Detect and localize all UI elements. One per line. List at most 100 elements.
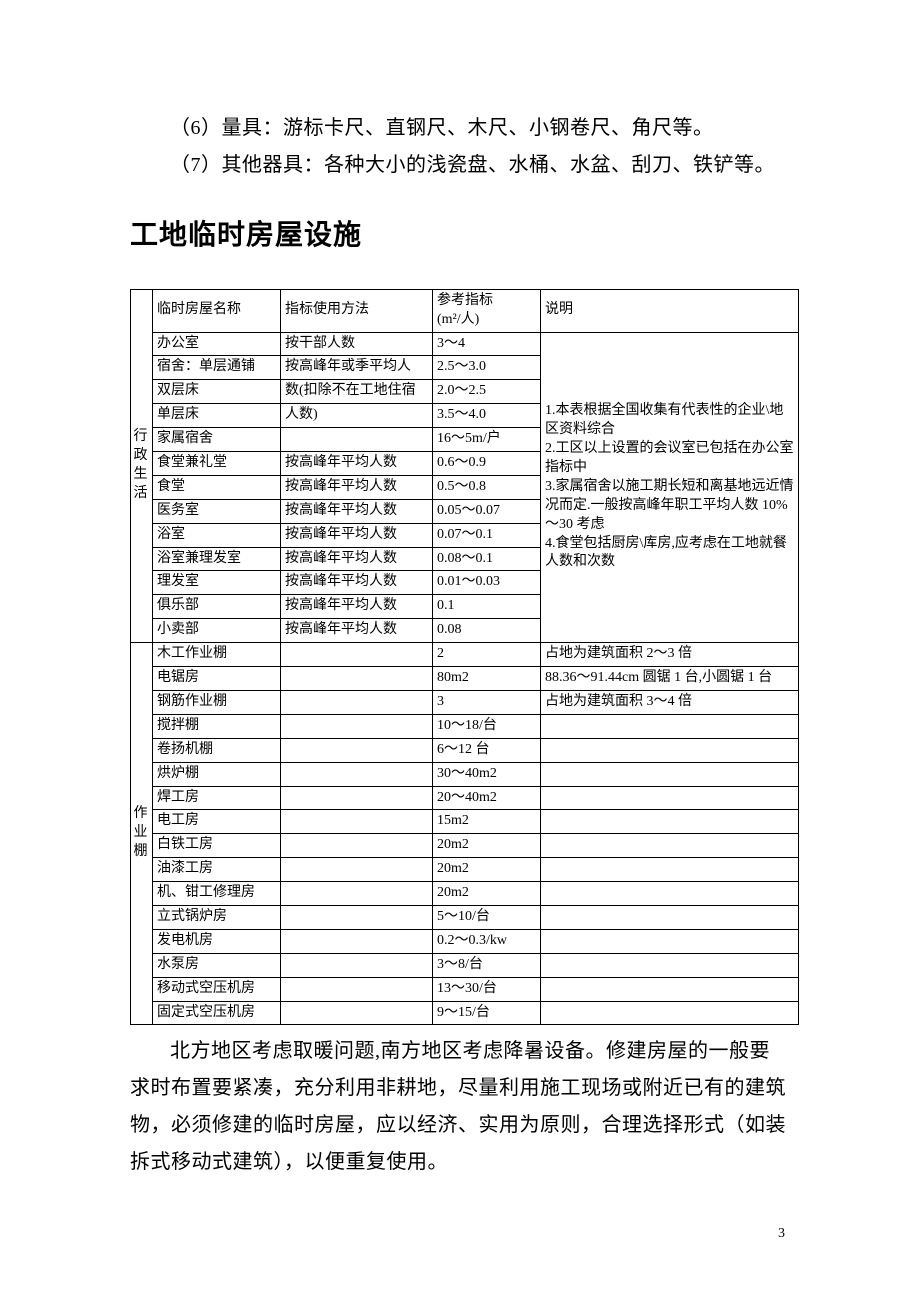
cell-method <box>281 738 433 762</box>
cell-method: 按高峰年平均人数 <box>281 571 433 595</box>
cell-ref: 16～5m/户 <box>433 428 541 452</box>
cell-method <box>281 428 433 452</box>
cell-ref: 20m2 <box>433 834 541 858</box>
section-heading: 工地临时房屋设施 <box>130 214 790 259</box>
cell-ref: 30～40m2 <box>433 762 541 786</box>
cell-name: 电工房 <box>153 810 281 834</box>
cell-name: 机、钳工修理房 <box>153 882 281 906</box>
cell-method <box>281 643 433 667</box>
table-row: 水泵房3～8/台 <box>131 953 799 977</box>
cell-name: 小卖部 <box>153 619 281 643</box>
footer-paragraph: 北方地区考虑取暖问题,南方地区考虑降暑设备。修建房屋的一般要求时布置要紧凑，充分… <box>130 1033 790 1181</box>
cell-ref: 9～15/台 <box>433 1001 541 1025</box>
cell-ref: 5～10/台 <box>433 905 541 929</box>
table-row: 钢筋作业棚3占地为建筑面积 3～4 倍 <box>131 690 799 714</box>
cell-name: 食堂 <box>153 475 281 499</box>
cell-name: 单层床 <box>153 404 281 428</box>
cell-method: 按高峰年平均人数 <box>281 547 433 571</box>
cell-ref: 0.01～0.03 <box>433 571 541 595</box>
cell-method: 按高峰年平均人数 <box>281 452 433 476</box>
cell-ref: 20m2 <box>433 858 541 882</box>
intro-item-7: （7）其他器具：各种大小的浅瓷盘、水桶、水盆、刮刀、铁铲等。 <box>130 147 790 184</box>
cell-method <box>281 762 433 786</box>
cell-ref: 2 <box>433 643 541 667</box>
cell-note <box>541 834 799 858</box>
table-row: 电锯房80m288.36～91.44cm 圆锯 1 台,小圆锯 1 台 <box>131 667 799 691</box>
cell-note <box>541 858 799 882</box>
cell-name: 浴室 <box>153 523 281 547</box>
cell-ref: 0.08 <box>433 619 541 643</box>
cell-method: 按干部人数 <box>281 332 433 356</box>
table-header-row: 行政生活 临时房屋名称 指标使用方法 参考指标(m²/人) 说明 <box>131 289 799 332</box>
cell-ref: 10～18/台 <box>433 714 541 738</box>
facility-table: 行政生活 临时房屋名称 指标使用方法 参考指标(m²/人) 说明 办公室 按干部… <box>130 289 799 1026</box>
cell-name: 立式锅炉房 <box>153 905 281 929</box>
cell-note <box>541 762 799 786</box>
cell-name: 钢筋作业棚 <box>153 690 281 714</box>
group-label-workshop: 作业棚 <box>131 643 153 1025</box>
cell-ref: 3～8/台 <box>433 953 541 977</box>
cell-method: 数(扣除不在工地住宿 <box>281 380 433 404</box>
cell-method <box>281 667 433 691</box>
cell-name: 双层床 <box>153 380 281 404</box>
cell-method <box>281 690 433 714</box>
header-method: 指标使用方法 <box>281 289 433 332</box>
cell-ref: 13～30/台 <box>433 977 541 1001</box>
cell-ref: 3～4 <box>433 332 541 356</box>
cell-name: 白铁工房 <box>153 834 281 858</box>
cell-method <box>281 834 433 858</box>
table-row: 立式锅炉房 5～10/台 <box>131 905 799 929</box>
header-note: 说明 <box>541 289 799 332</box>
cell-name: 浴室兼理发室 <box>153 547 281 571</box>
cell-ref: 15m2 <box>433 810 541 834</box>
cell-name: 食堂兼礼堂 <box>153 452 281 476</box>
cell-note <box>541 714 799 738</box>
table-row: 油漆工房 20m2 <box>131 858 799 882</box>
cell-method <box>281 714 433 738</box>
cell-ref: 20m2 <box>433 882 541 906</box>
table-row: 焊工房20～40m2 <box>131 786 799 810</box>
header-name: 临时房屋名称 <box>153 289 281 332</box>
table-row: 作业棚 木工作业棚2占地为建筑面积 2～3 倍 <box>131 643 799 667</box>
cell-name: 家属宿舍 <box>153 428 281 452</box>
cell-method <box>281 858 433 882</box>
cell-ref: 6～12 台 <box>433 738 541 762</box>
cell-note <box>541 1001 799 1025</box>
cell-method <box>281 786 433 810</box>
cell-ref: 80m2 <box>433 667 541 691</box>
cell-name: 宿舍：单层通铺 <box>153 356 281 380</box>
cell-note <box>541 977 799 1001</box>
cell-name: 烘炉棚 <box>153 762 281 786</box>
cell-note <box>541 810 799 834</box>
cell-method <box>281 953 433 977</box>
cell-name: 固定式空压机房 <box>153 1001 281 1025</box>
cell-note <box>541 953 799 977</box>
cell-name: 油漆工房 <box>153 858 281 882</box>
cell-method <box>281 882 433 906</box>
cell-note <box>541 786 799 810</box>
cell-name: 移动式空压机房 <box>153 977 281 1001</box>
cell-ref: 2.0～2.5 <box>433 380 541 404</box>
cell-name: 木工作业棚 <box>153 643 281 667</box>
cell-method: 按高峰年平均人数 <box>281 595 433 619</box>
cell-ref: 20～40m2 <box>433 786 541 810</box>
table-row: 办公室 按干部人数 3～4 1.本表根据全国收集有代表性的企业\地区资料综合2.… <box>131 332 799 356</box>
table-row: 移动式空压机房 13～30/台 <box>131 977 799 1001</box>
table-row: 固定式空压机房 9～15/台 <box>131 1001 799 1025</box>
cell-ref: 0.5～0.8 <box>433 475 541 499</box>
table-row: 机、钳工修理房 20m2 <box>131 882 799 906</box>
cell-name: 搅拌棚 <box>153 714 281 738</box>
cell-note <box>541 882 799 906</box>
cell-ref: 0.6～0.9 <box>433 452 541 476</box>
cell-name: 卷扬机棚 <box>153 738 281 762</box>
cell-method <box>281 977 433 1001</box>
cell-method: 人数) <box>281 404 433 428</box>
cell-method: 按高峰年或季平均人 <box>281 356 433 380</box>
cell-ref: 0.07～0.1 <box>433 523 541 547</box>
cell-method: 按高峰年平均人数 <box>281 475 433 499</box>
cell-note: 占地为建筑面积 3～4 倍 <box>541 690 799 714</box>
table-row: 发电机房0.2～0.3/kw <box>131 929 799 953</box>
cell-method <box>281 929 433 953</box>
table-row: 卷扬机棚 6～12 台 <box>131 738 799 762</box>
cell-ref: 3.5～4.0 <box>433 404 541 428</box>
